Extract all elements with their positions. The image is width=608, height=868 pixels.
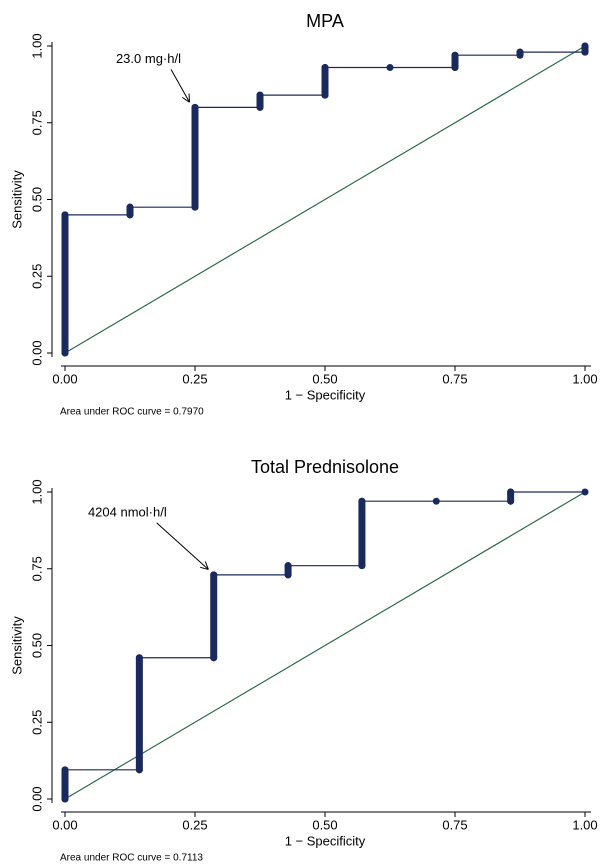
- point: [126, 203, 134, 211]
- reference-line: [64, 45, 586, 354]
- annotation: 23.0 mg·h/l: [116, 51, 181, 66]
- y-tick-label: 1.00: [29, 479, 44, 504]
- point: [256, 91, 264, 99]
- point: [451, 63, 459, 71]
- point: [191, 103, 199, 111]
- point: [581, 488, 589, 496]
- reference-line: [64, 491, 586, 800]
- annotation-arrow: [156, 522, 208, 569]
- point: [126, 211, 134, 219]
- point: [135, 766, 143, 774]
- y-tick-label: 0.25: [29, 264, 44, 289]
- point: [210, 654, 218, 662]
- point: [432, 497, 440, 505]
- note: Area under ROC curve = 0.7970: [60, 407, 204, 418]
- chart-title: MPA: [306, 11, 344, 31]
- x-tick-label: 0.25: [182, 371, 207, 386]
- point: [135, 654, 143, 662]
- point: [321, 63, 329, 71]
- point: [61, 766, 69, 774]
- point: [284, 562, 292, 570]
- point: [321, 91, 329, 99]
- annotation-arrow: [170, 69, 189, 101]
- x-tick-label: 0.50: [312, 817, 337, 832]
- x-tick-label: 0.00: [52, 817, 77, 832]
- y-axis-label: Sensitivity: [9, 170, 24, 229]
- chart-title: Total Prednisolone: [251, 457, 399, 477]
- point: [61, 349, 69, 357]
- point: [516, 48, 524, 56]
- x-tick-label: 0.25: [182, 817, 207, 832]
- y-tick-label: 0.50: [29, 187, 44, 212]
- point: [507, 497, 515, 505]
- point: [358, 562, 366, 570]
- y-tick-label: 0.75: [29, 556, 44, 581]
- x-tick-label: 0.00: [52, 371, 77, 386]
- point: [256, 103, 264, 111]
- y-tick-label: 0.75: [29, 110, 44, 135]
- x-tick-label: 0.50: [312, 371, 337, 386]
- point: [284, 571, 292, 579]
- point: [507, 488, 515, 496]
- y-tick-label: 0.00: [29, 340, 44, 365]
- point: [358, 497, 366, 505]
- x-axis-label: 1 − Specificity: [285, 833, 366, 848]
- x-tick-label: 0.75: [442, 371, 467, 386]
- x-axis-label: 1 − Specificity: [285, 387, 366, 402]
- point: [191, 203, 199, 211]
- x-tick-label: 1.00: [572, 371, 597, 386]
- y-tick-label: 1.00: [29, 33, 44, 58]
- x-tick-label: 1.00: [572, 817, 597, 832]
- point: [581, 48, 589, 56]
- note: Area under ROC curve = 0.7113: [60, 853, 203, 864]
- x-tick-label: 0.75: [442, 817, 467, 832]
- y-axis-label: Sensitivity: [9, 616, 24, 675]
- annotation: 4204 nmol·h/l: [88, 504, 167, 519]
- y-tick-label: 0.00: [29, 786, 44, 811]
- y-tick-label: 0.25: [29, 710, 44, 735]
- point: [61, 211, 69, 219]
- point: [61, 795, 69, 803]
- point: [581, 42, 589, 50]
- point: [451, 51, 459, 59]
- y-tick-label: 0.50: [29, 633, 44, 658]
- point: [210, 571, 218, 579]
- point: [386, 63, 394, 71]
